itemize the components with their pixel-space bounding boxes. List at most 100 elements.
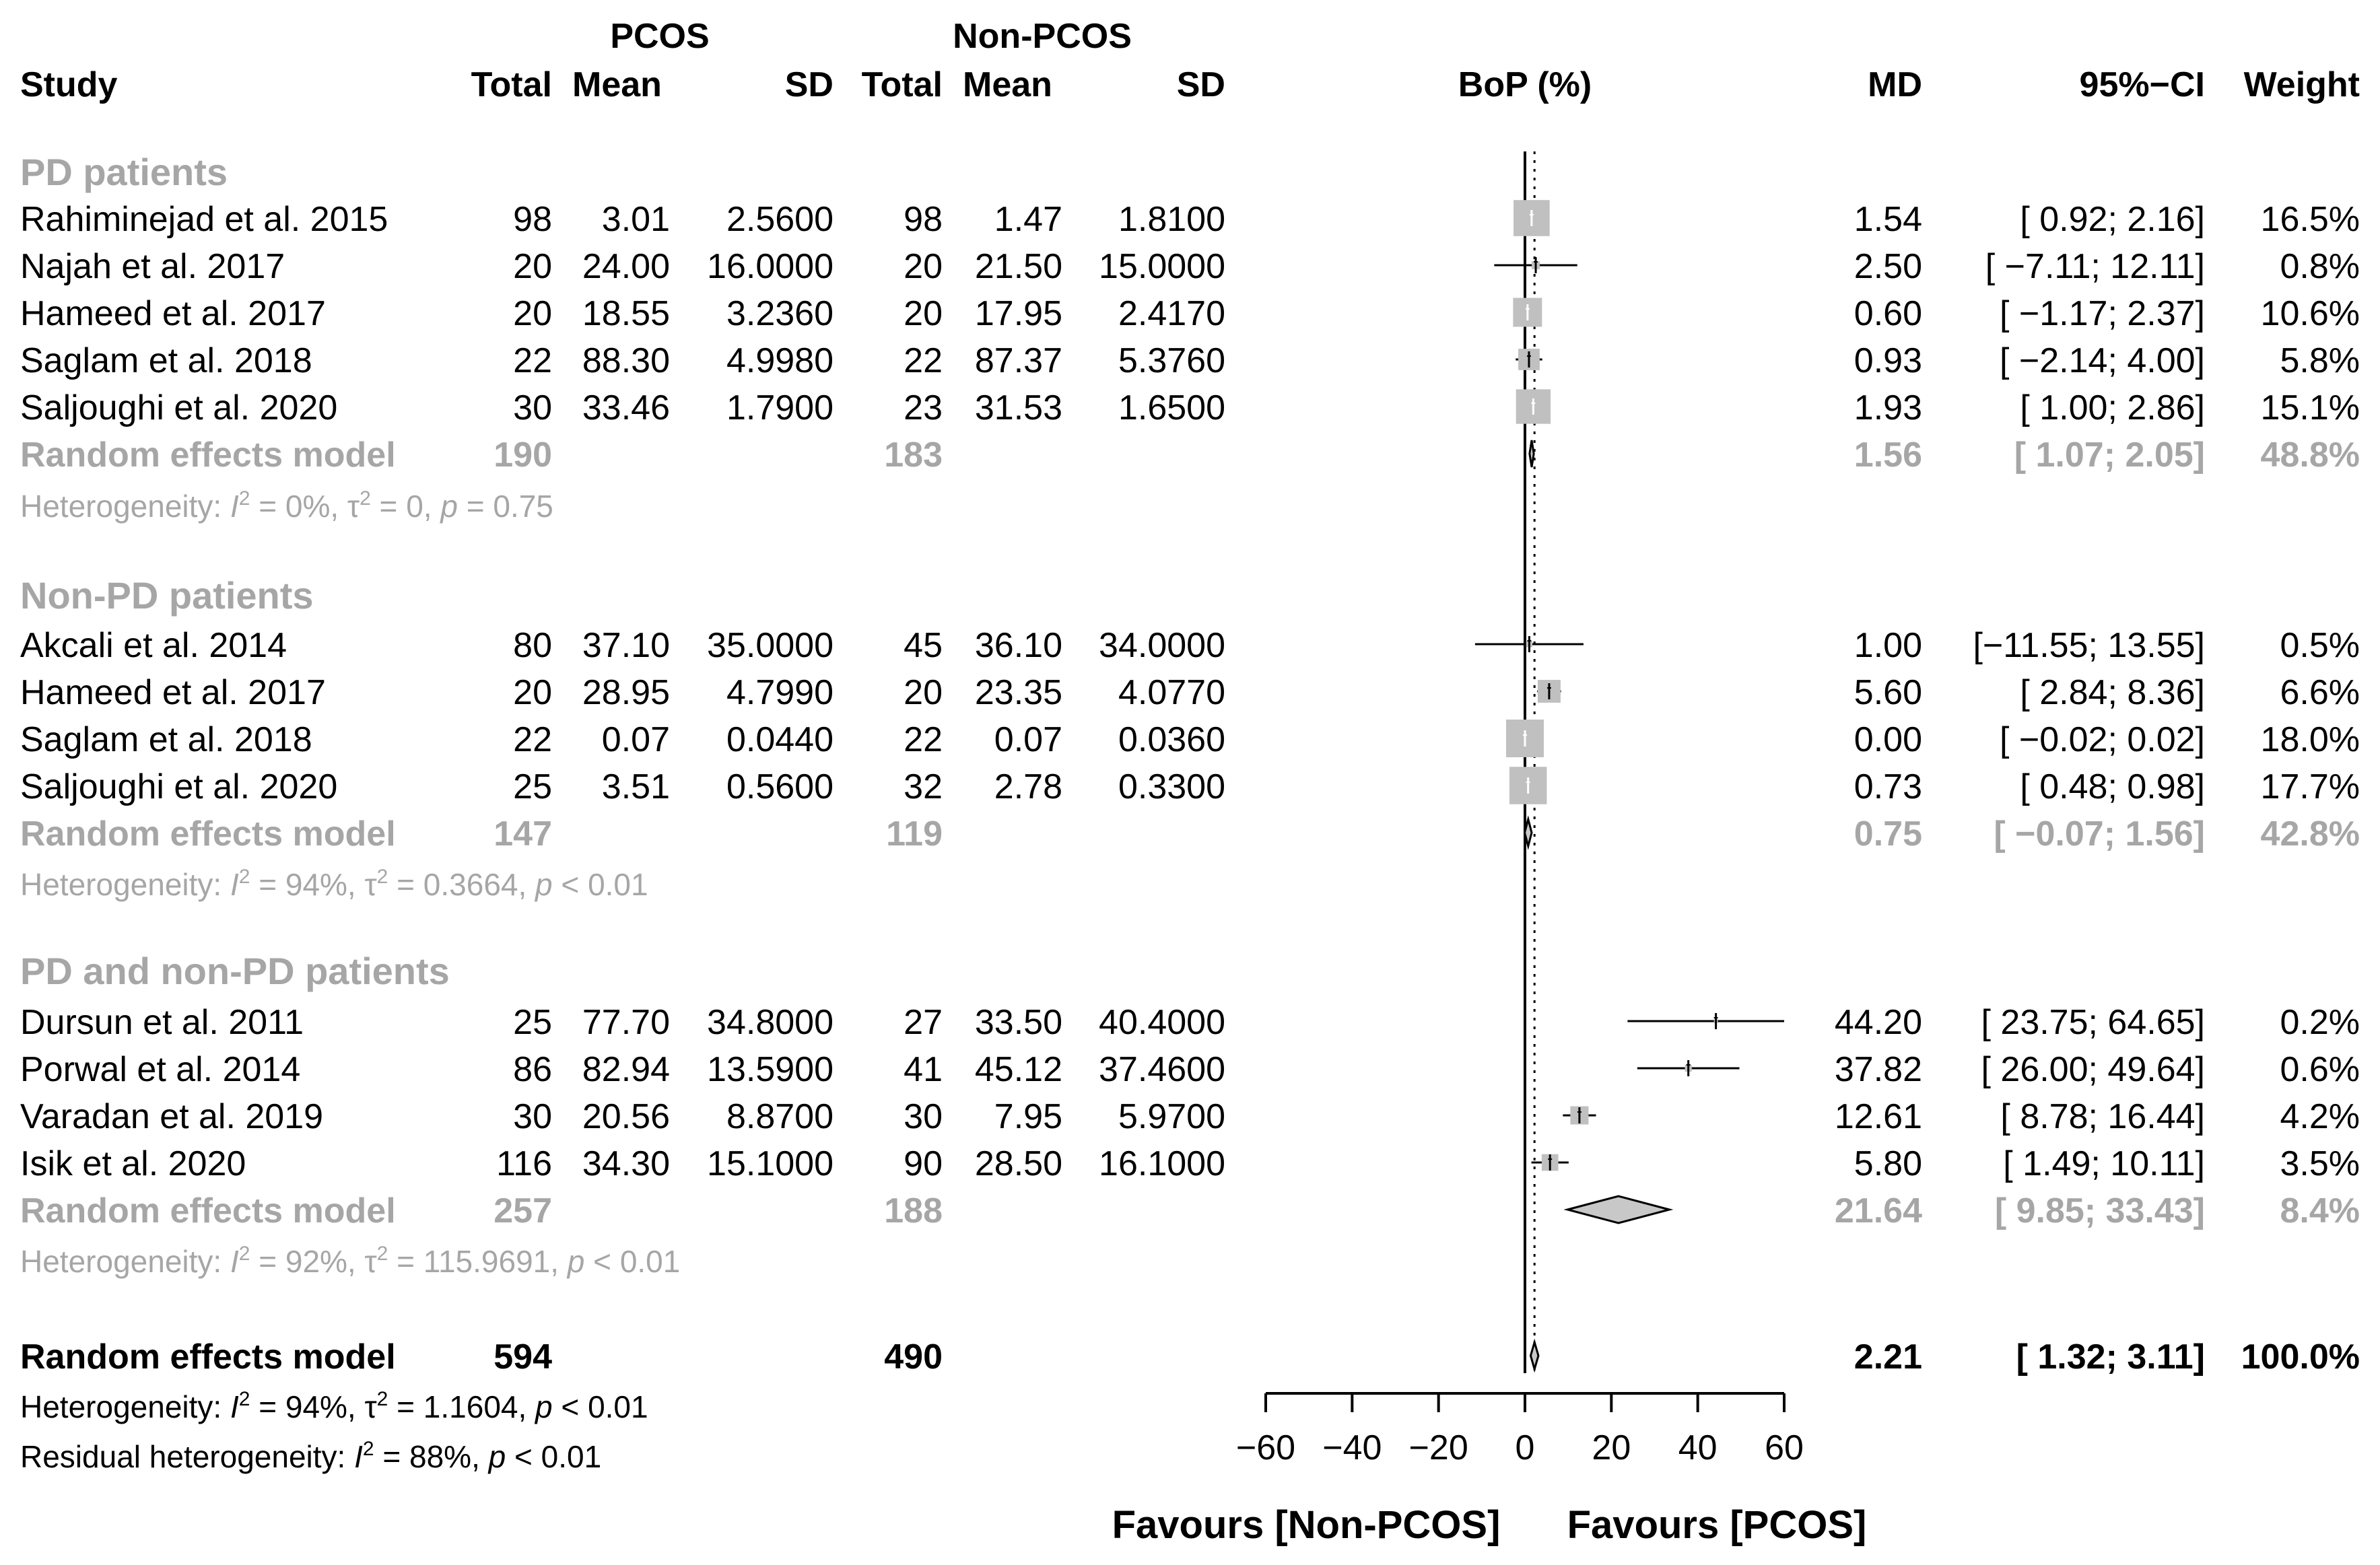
study-row-sd1: 16.0000 [707, 247, 834, 286]
study-row-mean1: 37.10 [582, 626, 670, 665]
study-row-weight: 0.8% [2280, 247, 2360, 286]
study-row-sd2: 34.0000 [1099, 626, 1225, 665]
x-tick-label: 0 [1516, 1428, 1535, 1467]
study-row-md: 0.60 [1854, 294, 1922, 333]
study-row-sd2: 0.3300 [1118, 767, 1225, 806]
study-row-total2: 41 [904, 1050, 943, 1089]
study-row-ci: [ 0.92; 2.16] [2020, 200, 2205, 239]
study-row-ci: [ 23.75; 64.65] [1981, 1003, 2206, 1042]
study-row-study: Akcali et al. 2014 [20, 626, 287, 665]
study-row-sd1: 13.5900 [707, 1050, 834, 1089]
study-row-sd1: 2.5600 [726, 200, 834, 239]
study-row-study: Isik et al. 2020 [20, 1144, 246, 1183]
study-row-total2: 22 [904, 341, 943, 380]
study-row-sd2: 4.0770 [1118, 673, 1225, 712]
study-row-mean1: 33.46 [582, 388, 670, 427]
overall-total1: 594 [494, 1337, 552, 1377]
study-row-study: Hameed et al. 2017 [20, 294, 326, 333]
ci-header: 95%−CI [2079, 65, 2205, 104]
study-row-ci: [ 0.48; 0.98] [2020, 767, 2205, 806]
study-row-weight: 16.5% [2260, 200, 2360, 239]
subgroup-pooled-total2: 183 [884, 436, 943, 475]
x-tick-label: −40 [1322, 1428, 1382, 1467]
study-row-weight: 18.0% [2260, 720, 2360, 759]
overall-heterogeneity: Heterogeneity: I2 = 94%, τ2 = 1.1604, p … [20, 1388, 648, 1424]
study-row-mean1: 24.00 [582, 247, 670, 286]
group1-header: PCOS [610, 17, 710, 56]
subgroup-diamond [1528, 440, 1535, 468]
study-row-total1: 20 [513, 247, 552, 286]
study-row-md: 12.61 [1834, 1097, 1922, 1136]
study-row-ci: [ −7.11; 12.11] [1985, 247, 2205, 286]
total2-header: Total [861, 65, 943, 104]
mean1-header: Mean [572, 65, 662, 104]
study-row-mean1: 82.94 [582, 1050, 670, 1089]
study-row-mean2: 23.35 [974, 673, 1062, 712]
study-row-weight: 0.2% [2280, 1003, 2360, 1042]
study-row-sd2: 1.8100 [1118, 200, 1225, 239]
study-row-md: 0.93 [1854, 341, 1922, 380]
study-row-md: 37.82 [1834, 1050, 1922, 1089]
overall-label: Random effects model [20, 1337, 396, 1377]
study-row-study: Varadan et al. 2019 [20, 1097, 324, 1136]
study-row-sd2: 1.6500 [1118, 388, 1225, 427]
study-row-mean1: 3.51 [601, 767, 670, 806]
study-row-weight: 15.1% [2260, 388, 2360, 427]
study-row-weight: 0.5% [2280, 626, 2360, 665]
subgroup-pooled-ci: [ 1.07; 2.05] [2014, 436, 2205, 475]
mean2-header: Mean [963, 65, 1052, 104]
study-row-ci: [ −0.02; 0.02] [1999, 720, 2205, 759]
study-row-study: Saljoughi et al. 2020 [20, 388, 338, 427]
study-row-mean1: 18.55 [582, 294, 670, 333]
study-row-md: 1.00 [1854, 626, 1922, 665]
study-row-sd1: 35.0000 [707, 626, 834, 665]
study-row-ci: [ 26.00; 49.64] [1981, 1050, 2206, 1089]
study-row-total2: 45 [904, 626, 943, 665]
study-row-study: Hameed et al. 2017 [20, 673, 326, 712]
study-row-weight: 5.8% [2280, 341, 2360, 380]
subgroup-pooled-weight: 8.4% [2280, 1191, 2360, 1230]
study-row-sd2: 40.4000 [1099, 1003, 1225, 1042]
study-row-sd2: 15.0000 [1099, 247, 1225, 286]
study-row-ci: [ −1.17; 2.37] [1999, 294, 2205, 333]
subgroup-pooled-total1: 257 [494, 1191, 552, 1230]
study-row-total1: 22 [513, 720, 552, 759]
study-row-ci: [ −2.14; 4.00] [1999, 341, 2205, 380]
subgroup-pooled-label: Random effects model [20, 436, 396, 475]
study-row-total1: 30 [513, 1097, 552, 1136]
study-row-study: Saljoughi et al. 2020 [20, 767, 338, 806]
plot-title: BoP (%) [1458, 65, 1592, 104]
study-row-total1: 25 [513, 1003, 552, 1042]
study-row-total1: 98 [513, 200, 552, 239]
study-row-mean2: 28.50 [974, 1144, 1062, 1183]
study-row-total2: 90 [904, 1144, 943, 1183]
study-row-sd1: 4.9980 [726, 341, 834, 380]
weight-header: Weight [2243, 65, 2360, 104]
study-row-mean1: 20.56 [582, 1097, 670, 1136]
study-row-md: 2.50 [1854, 247, 1922, 286]
subgroup-pooled-md: 21.64 [1834, 1191, 1922, 1230]
x-tick-label: −20 [1409, 1428, 1468, 1467]
study-row-total2: 20 [904, 294, 943, 333]
study-row-sd2: 0.0360 [1118, 720, 1225, 759]
study-row-mean2: 2.78 [994, 767, 1062, 806]
study-row-total2: 30 [904, 1097, 943, 1136]
subgroup-pooled-weight: 42.8% [2260, 814, 2360, 854]
study-row-mean1: 3.01 [601, 200, 670, 239]
study-row-mean1: 0.07 [601, 720, 670, 759]
study-row-sd2: 37.4600 [1099, 1050, 1225, 1089]
study-row-sd1: 0.0440 [726, 720, 834, 759]
study-row-mean2: 45.12 [974, 1050, 1062, 1089]
study-header: Study [20, 65, 118, 104]
study-row-total2: 22 [904, 720, 943, 759]
subgroup-title: Non-PD patients [20, 574, 314, 617]
subgroup-pooled-ci: [ 9.85; 33.43] [1994, 1191, 2205, 1230]
subgroup-pooled-ci: [ −0.07; 1.56] [1994, 814, 2205, 854]
study-row-sd1: 15.1000 [707, 1144, 834, 1183]
study-row-md: 0.73 [1854, 767, 1922, 806]
study-row-total2: 98 [904, 200, 943, 239]
study-row-total2: 20 [904, 673, 943, 712]
study-row-total2: 27 [904, 1003, 943, 1042]
study-row-total1: 20 [513, 294, 552, 333]
